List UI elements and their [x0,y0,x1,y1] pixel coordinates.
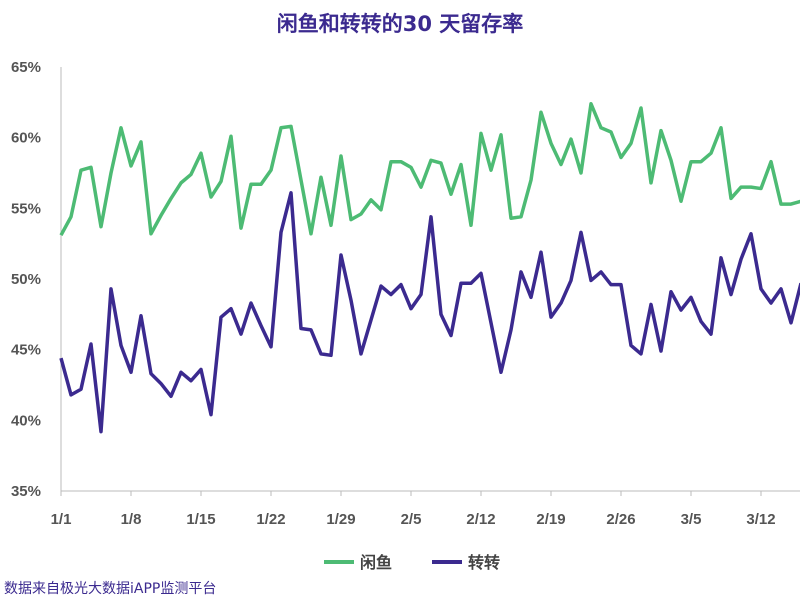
legend-label: 转转 [468,553,500,572]
y-tick-label: 60% [11,130,41,147]
chart-title: 闲鱼和转转的30 天留存率 [276,12,524,36]
x-tick-label: 1/1 [51,511,72,528]
y-tick-label: 65% [11,59,41,76]
y-tick-label: 55% [11,200,41,217]
x-tick-label: 1/22 [256,511,285,528]
source-note: 数据来自极光大数据iAPP监测平台 [4,581,217,597]
x-tick-label: 1/8 [121,511,142,528]
y-tick-label: 50% [11,271,41,288]
x-tick-label: 3/5 [681,511,702,528]
y-tick-label: 35% [11,483,41,500]
x-tick-label: 1/15 [186,511,215,528]
series-line-2 [59,191,800,434]
x-tick-label: 2/19 [536,511,565,528]
x-tick-label: 3/12 [746,511,775,528]
y-tick-label: 40% [11,412,41,429]
y-tick-label: 45% [11,342,41,359]
x-tick-label: 2/5 [401,511,422,528]
legend-label: 闲鱼 [360,553,392,572]
x-tick-label: 1/29 [326,511,355,528]
x-tick-label: 2/26 [606,511,635,528]
x-tick-label: 2/12 [466,511,495,528]
